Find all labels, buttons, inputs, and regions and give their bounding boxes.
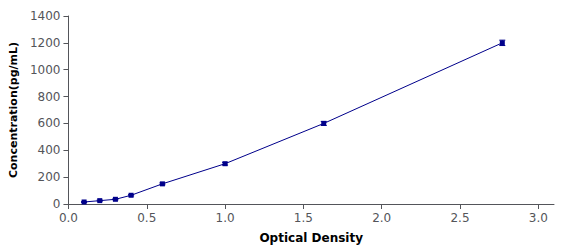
svg-text:800: 800 bbox=[38, 90, 61, 104]
svg-text:1400: 1400 bbox=[30, 9, 61, 23]
svg-text:600: 600 bbox=[38, 116, 61, 130]
svg-text:0.0: 0.0 bbox=[59, 211, 78, 225]
svg-text:0: 0 bbox=[53, 197, 61, 211]
svg-text:1.0: 1.0 bbox=[216, 211, 235, 225]
svg-text:200: 200 bbox=[38, 170, 61, 184]
svg-text:1.5: 1.5 bbox=[294, 211, 313, 225]
svg-text:2.5: 2.5 bbox=[450, 211, 469, 225]
svg-text:Concentration(pg/mL): Concentration(pg/mL) bbox=[7, 42, 20, 178]
svg-text:400: 400 bbox=[38, 143, 61, 157]
svg-text:Optical Density: Optical Density bbox=[259, 231, 363, 245]
svg-text:2.0: 2.0 bbox=[372, 211, 391, 225]
svg-text:3.0: 3.0 bbox=[529, 211, 548, 225]
svg-text:1000: 1000 bbox=[30, 63, 61, 77]
svg-text:1200: 1200 bbox=[30, 36, 61, 50]
svg-text:0.5: 0.5 bbox=[137, 211, 156, 225]
